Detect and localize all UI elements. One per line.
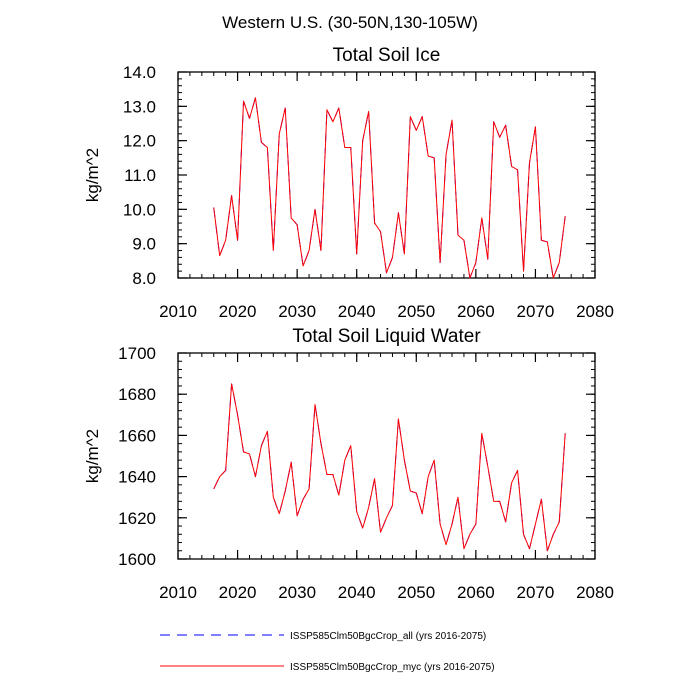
y-tick-label: 1680	[118, 385, 156, 404]
series-line-1	[214, 384, 565, 551]
chart-title: Total Soil Liquid Water	[292, 326, 481, 347]
x-tick-label: 2040	[338, 302, 376, 321]
x-tick-label: 2020	[219, 302, 257, 321]
y-tick-label: 14.0	[123, 63, 156, 82]
figure-title: Western U.S. (30-50N,130-105W)	[222, 13, 478, 32]
x-tick-label: 2070	[517, 583, 555, 602]
legend: ISSP585Clm50BgcCrop_all (yrs 2016-2075) I…	[160, 631, 495, 673]
y-tick-label: 1600	[118, 550, 156, 569]
x-tick-label: 2080	[576, 583, 614, 602]
x-tick-label: 2030	[278, 302, 316, 321]
y-tick-label: 1700	[118, 344, 156, 363]
x-tick-label: 2060	[457, 302, 495, 321]
x-tick-label: 2010	[159, 583, 197, 602]
x-tick-label: 2050	[397, 302, 435, 321]
series-line-1	[214, 98, 565, 278]
y-tick-label: 8.0	[132, 269, 156, 288]
y-tick-label: 10.0	[123, 200, 156, 219]
y-tick-label: 13.0	[123, 97, 156, 116]
x-tick-label: 2070	[517, 302, 555, 321]
legend-label-2: ISSP585Clm50BgcCrop_myc (yrs 2016-2075)	[290, 662, 495, 673]
y-axis-label: kg/m^2	[83, 148, 102, 202]
x-tick-label: 2050	[397, 583, 435, 602]
x-tick-label: 2040	[338, 583, 376, 602]
y-axis-label: kg/m^2	[83, 429, 102, 483]
chart-panel-2: 2010 2020 2030 2040 2050 2060 2070 2080 1600 1620…	[83, 326, 614, 602]
y-tick-label: 1620	[118, 509, 156, 528]
y-tick-label: 12.0	[123, 132, 156, 151]
plot-frame	[178, 353, 595, 559]
y-tick-label: 1640	[118, 468, 156, 487]
x-tick-label: 2010	[159, 302, 197, 321]
series-line-2	[214, 98, 565, 278]
x-tick-label: 2030	[278, 583, 316, 602]
x-tick-label: 2080	[576, 302, 614, 321]
chart-title: Total Soil Ice	[333, 45, 441, 66]
legend-label-1: ISSP585Clm50BgcCrop_all (yrs 2016-2075)	[290, 631, 486, 642]
y-tick-label: 1660	[118, 426, 156, 445]
x-tick-label: 2060	[457, 583, 495, 602]
chart-panel-1: 2010 2020 2030 2040 2050 2060 2070 2080 8.0 9.0 10…	[83, 45, 614, 321]
x-tick-label: 2020	[219, 583, 257, 602]
y-tick-label: 9.0	[132, 235, 156, 254]
series-line-2	[214, 384, 565, 551]
y-tick-label: 11.0	[124, 166, 156, 185]
